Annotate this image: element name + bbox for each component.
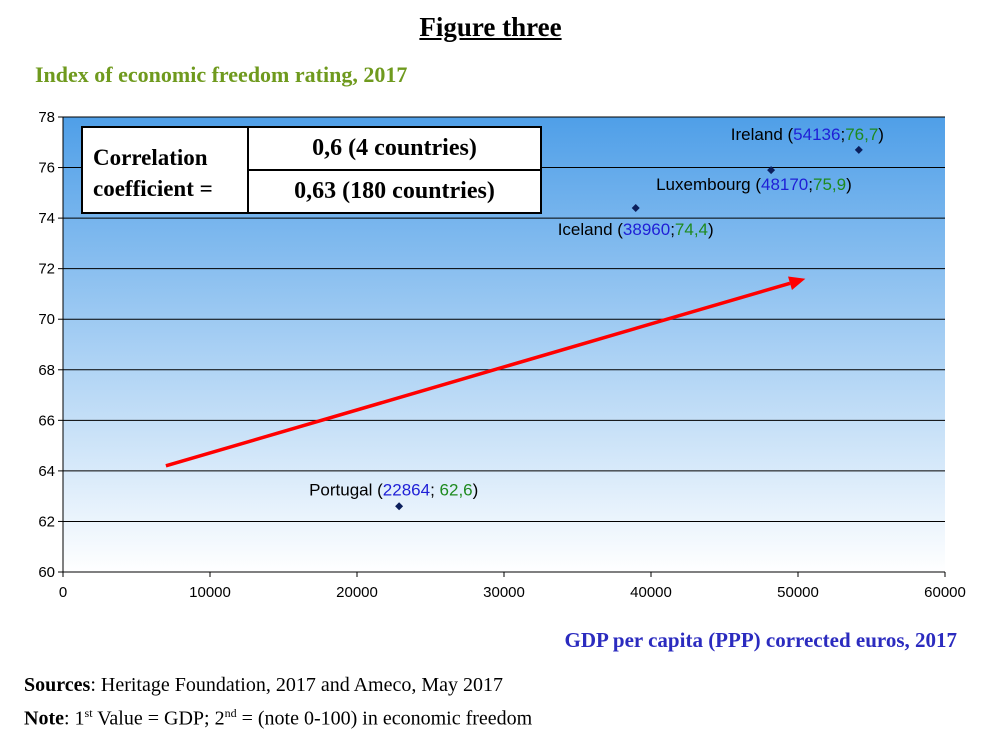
data-label-gdp: 22864 bbox=[383, 480, 430, 499]
figure-title: Figure three bbox=[419, 12, 562, 42]
note-sup-1: st bbox=[84, 706, 93, 720]
sources-label: Sources bbox=[24, 674, 91, 696]
y-tick-label: 78 bbox=[38, 109, 55, 126]
sources-line: Sources: Heritage Foundation, 2017 and A… bbox=[24, 674, 503, 697]
data-label-portugal: Portugal (22864; 62,6) bbox=[309, 480, 478, 499]
x-tick-label: 40000 bbox=[630, 584, 672, 601]
data-label-close: ) bbox=[846, 175, 852, 194]
note-line: Note: 1st Value = GDP; 2nd = (note 0-100… bbox=[24, 706, 532, 731]
data-label-separator: ; bbox=[430, 480, 439, 499]
y-tick-label: 70 bbox=[38, 311, 55, 328]
data-label-close: ) bbox=[473, 480, 479, 499]
x-axis-title: GDP per capita (PPP) corrected euros, 20… bbox=[564, 628, 958, 652]
data-label-score: 74,4 bbox=[675, 220, 708, 239]
correlation-value-180-countries: 0,63 (180 countries) bbox=[294, 178, 495, 204]
data-label-score: 62,6 bbox=[440, 480, 473, 499]
data-label-luxembourg: Luxembourg (48170;75,9) bbox=[656, 175, 852, 194]
x-tick-label: 0 bbox=[59, 584, 67, 601]
y-tick-label: 68 bbox=[38, 362, 55, 379]
data-label-country: Iceland ( bbox=[558, 220, 624, 239]
note-label: Note bbox=[24, 707, 64, 730]
data-point-iceland bbox=[631, 204, 640, 212]
x-tick-label: 50000 bbox=[777, 584, 819, 601]
note-text-pre: : 1 bbox=[63, 707, 85, 730]
note-sup-2: nd bbox=[224, 706, 237, 720]
y-tick-label: 72 bbox=[38, 261, 55, 278]
data-label-gdp: 48170 bbox=[761, 175, 808, 194]
data-point-luxembourg bbox=[767, 166, 776, 175]
y-tick-label: 74 bbox=[38, 210, 55, 227]
data-label-gdp: 38960 bbox=[623, 220, 670, 239]
correlation-box: Correlation coefficient = 0,6 (4 countri… bbox=[81, 126, 542, 214]
chart-title: Index of economic freedom rating, 2017 bbox=[35, 62, 408, 87]
x-tick-label: 10000 bbox=[189, 584, 231, 601]
data-label-close: ) bbox=[878, 125, 884, 144]
data-label-score: 75,9 bbox=[813, 175, 846, 194]
correlation-value-4-countries: 0,6 (4 countries) bbox=[249, 128, 540, 171]
x-tick-label: 30000 bbox=[483, 584, 525, 601]
data-label-separator: ; bbox=[808, 175, 813, 194]
data-label-country: Ireland ( bbox=[731, 125, 794, 144]
data-label-iceland: Iceland (38960;74,4) bbox=[558, 220, 714, 239]
y-tick-label: 76 bbox=[38, 160, 55, 177]
y-tick-label: 66 bbox=[38, 412, 55, 429]
data-point-ireland bbox=[854, 145, 863, 154]
trend-arrow-head bbox=[788, 276, 806, 290]
data-label-score: 76,7 bbox=[845, 125, 878, 144]
y-tick-label: 60 bbox=[38, 564, 55, 581]
data-label-close: ) bbox=[708, 220, 714, 239]
data-label-separator: ; bbox=[840, 125, 845, 144]
x-tick-label: 20000 bbox=[336, 584, 378, 601]
data-label-gdp: 54136 bbox=[793, 125, 840, 144]
note-text-post: = (note 0-100) in economic freedom bbox=[236, 707, 533, 730]
y-tick-label: 62 bbox=[38, 513, 55, 530]
data-label-separator: ; bbox=[670, 220, 675, 239]
x-tick-label: 60000 bbox=[924, 584, 966, 601]
data-label-country: Luxembourg ( bbox=[656, 175, 761, 194]
trend-arrow-line bbox=[165, 281, 791, 468]
data-point-portugal bbox=[395, 502, 404, 511]
y-tick-label: 64 bbox=[38, 463, 55, 480]
sources-text: : Heritage Foundation, 2017 and Ameco, M… bbox=[90, 674, 504, 696]
data-label-country: Portugal ( bbox=[309, 480, 383, 499]
note-text-mid: Value = GDP; 2 bbox=[92, 707, 225, 730]
data-label-ireland: Ireland (54136;76,7) bbox=[731, 125, 884, 144]
correlation-label: Correlation coefficient = bbox=[83, 128, 249, 212]
